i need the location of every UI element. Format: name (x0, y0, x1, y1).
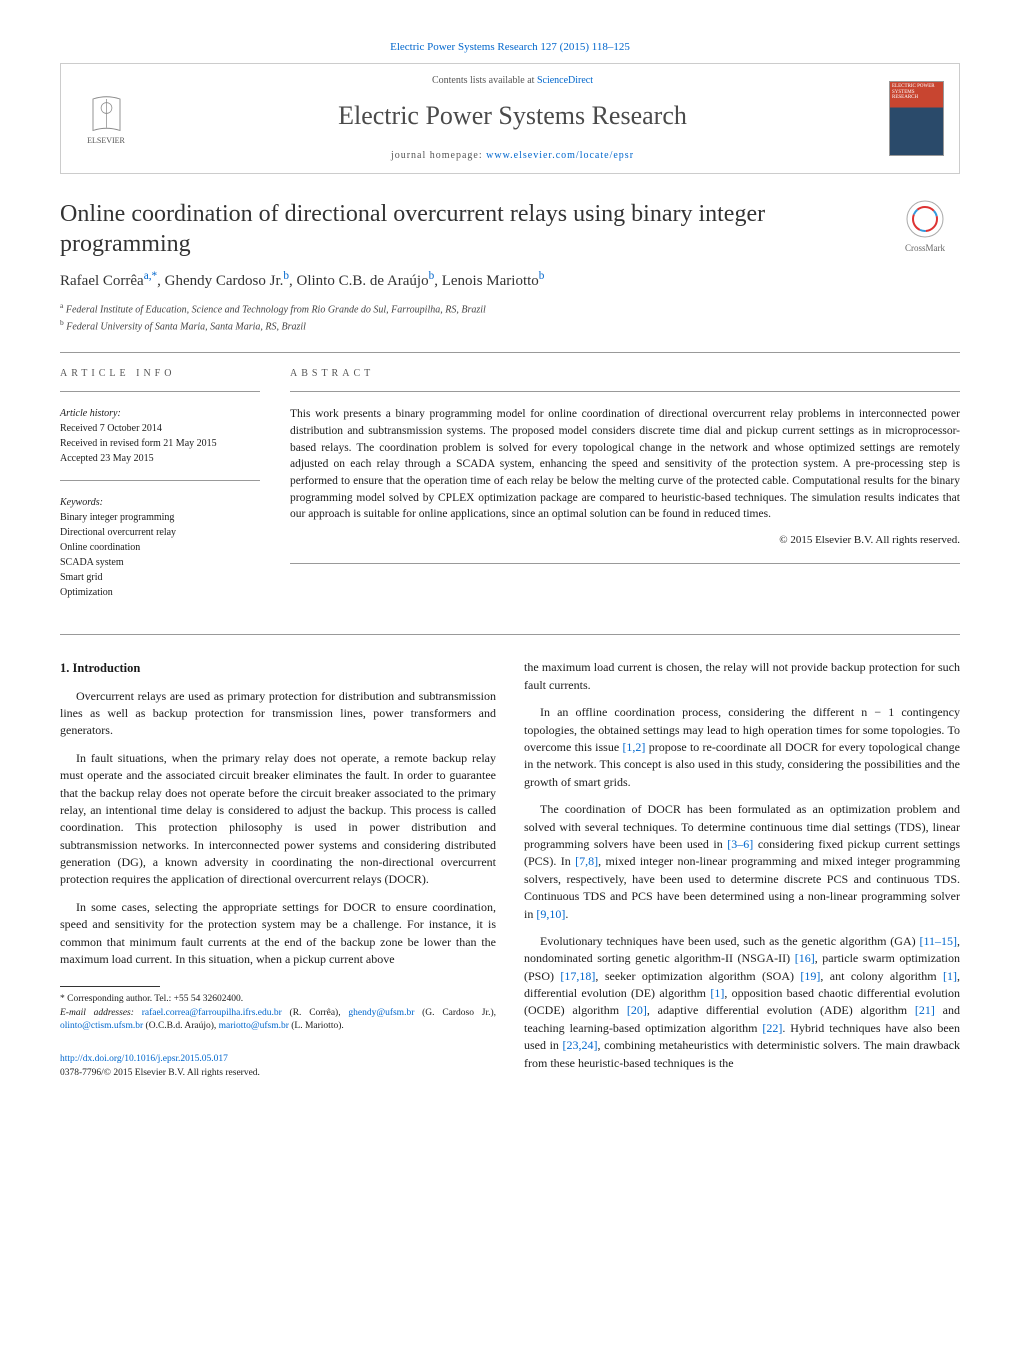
divider (60, 480, 260, 481)
author-2-aff[interactable]: b (283, 270, 289, 282)
body-paragraph: the maximum load current is chosen, the … (524, 659, 960, 694)
citation-link[interactable]: [11–15] (919, 934, 957, 948)
citation-link[interactable]: [17,18] (560, 969, 595, 983)
contents-prefix: Contents lists available at (432, 75, 537, 86)
text-run: , seeker optimization algorithm (SOA) (595, 969, 800, 983)
text-run: . (565, 907, 568, 921)
email-label: E-mail addresses: (60, 1008, 142, 1018)
author-2: Ghendy Cardoso Jr. (165, 273, 284, 289)
keywords-block: Keywords: Binary integer programming Dir… (60, 495, 260, 600)
citation-link[interactable]: [21] (915, 1003, 935, 1017)
affiliation-b: Federal University of Santa Maria, Santa… (66, 321, 306, 332)
keyword: Binary integer programming (60, 510, 260, 525)
left-column: 1. Introduction Overcurrent relays are u… (60, 659, 496, 1082)
received-date: Received 7 October 2014 (60, 421, 260, 436)
journal-homepage: journal homepage: www.elsevier.com/locat… (136, 149, 889, 163)
page-footer: http://dx.doi.org/10.1016/j.epsr.2015.05… (60, 1053, 496, 1081)
author-1: Rafael Corrêa (60, 273, 144, 289)
homepage-link[interactable]: www.elsevier.com/locate/epsr (486, 150, 634, 161)
article-history: Article history: Received 7 October 2014… (60, 406, 260, 466)
divider (290, 563, 960, 564)
body-paragraph: In an offline coordination process, cons… (524, 704, 960, 791)
article-info-heading: ARTICLE INFO (60, 367, 260, 381)
divider (60, 391, 260, 392)
keyword: SCADA system (60, 555, 260, 570)
body-two-column: 1. Introduction Overcurrent relays are u… (60, 659, 960, 1082)
history-label: Article history: (60, 406, 260, 421)
journal-header: ELSEVIER Contents lists available at Sci… (60, 63, 960, 173)
elsevier-label: ELSEVIER (87, 135, 125, 146)
author-3: Olinto C.B. de Araújo (297, 273, 429, 289)
email-who: (G. Cardoso Jr.), (414, 1008, 496, 1018)
email-link[interactable]: rafael.correa@farroupilha.ifrs.edu.br (142, 1008, 282, 1018)
email-link[interactable]: olinto@ctism.ufsm.br (60, 1021, 143, 1031)
email-addresses: E-mail addresses: rafael.correa@farroupi… (60, 1007, 496, 1034)
accepted-date: Accepted 23 May 2015 (60, 451, 260, 466)
author-3-aff[interactable]: b (429, 270, 435, 282)
footnote-divider (60, 986, 160, 987)
abstract-column: ABSTRACT This work presents a binary pro… (290, 367, 960, 614)
citation-link[interactable]: [1,2] (622, 740, 645, 754)
citation-link[interactable]: [3–6] (727, 837, 753, 851)
abstract-heading: ABSTRACT (290, 367, 960, 381)
citation-link[interactable]: [1] (710, 986, 724, 1000)
email-who: (L. Mariotto). (289, 1021, 344, 1031)
right-column: the maximum load current is chosen, the … (524, 659, 960, 1082)
body-paragraph: Overcurrent relays are used as primary p… (60, 688, 496, 740)
email-link[interactable]: ghendy@ufsm.br (348, 1008, 414, 1018)
article-title: Online coordination of directional overc… (60, 199, 890, 259)
body-paragraph: In some cases, selecting the appropriate… (60, 899, 496, 969)
crossmark-badge[interactable]: CrossMark (890, 199, 960, 255)
section-1-heading: 1. Introduction (60, 659, 496, 677)
contents-line: Contents lists available at ScienceDirec… (136, 74, 889, 88)
article-info-column: ARTICLE INFO Article history: Received 7… (60, 367, 260, 614)
affiliations: a Federal Institute of Education, Scienc… (60, 300, 960, 335)
citation-link[interactable]: [9,10] (536, 907, 565, 921)
journal-cover-thumb: ELECTRIC POWER SYSTEMS RESEARCH (889, 81, 944, 156)
journal-citation[interactable]: Electric Power Systems Research 127 (201… (60, 40, 960, 55)
divider (60, 634, 960, 635)
divider (290, 391, 960, 392)
abstract-text: This work presents a binary programming … (290, 406, 960, 523)
citation-link[interactable]: [7,8] (575, 854, 598, 868)
corresponding-author: * Corresponding author. Tel.: +55 54 326… (60, 993, 496, 1006)
email-link[interactable]: mariotto@ufsm.br (219, 1021, 289, 1031)
affiliation-a: Federal Institute of Education, Science … (66, 304, 486, 315)
citation-link[interactable]: [22] (762, 1021, 782, 1035)
keyword: Smart grid (60, 570, 260, 585)
keywords-label: Keywords: (60, 495, 260, 510)
citation-link[interactable]: [1] (943, 969, 957, 983)
header-center: Contents lists available at ScienceDirec… (136, 74, 889, 162)
homepage-prefix: journal homepage: (391, 150, 486, 161)
author-list: Rafael Corrêaa,*, Ghendy Cardoso Jr.b, O… (60, 269, 960, 292)
citation-link[interactable]: [20] (627, 1003, 647, 1017)
footnotes: * Corresponding author. Tel.: +55 54 326… (60, 993, 496, 1033)
keyword: Online coordination (60, 540, 260, 555)
author-4-aff[interactable]: b (539, 270, 545, 282)
doi-link[interactable]: http://dx.doi.org/10.1016/j.epsr.2015.05… (60, 1054, 228, 1064)
body-paragraph: Evolutionary techniques have been used, … (524, 933, 960, 1072)
citation-link[interactable]: [19] (800, 969, 820, 983)
abstract-copyright: © 2015 Elsevier B.V. All rights reserved… (290, 533, 960, 548)
citation-link[interactable]: [16] (795, 951, 815, 965)
issn-copyright: 0378-7796/© 2015 Elsevier B.V. All right… (60, 1067, 496, 1081)
text-run: , ant colony algorithm (820, 969, 943, 983)
journal-name: Electric Power Systems Research (136, 98, 889, 134)
email-who: (O.C.B.d. Araújo), (143, 1021, 218, 1031)
sciencedirect-link[interactable]: ScienceDirect (537, 75, 593, 86)
elsevier-logo: ELSEVIER (76, 84, 136, 154)
keyword: Directional overcurrent relay (60, 525, 260, 540)
body-paragraph: In fault situations, when the primary re… (60, 750, 496, 889)
body-paragraph: The coordination of DOCR has been formul… (524, 801, 960, 923)
revised-date: Received in revised form 21 May 2015 (60, 436, 260, 451)
crossmark-label: CrossMark (890, 242, 960, 255)
author-1-aff[interactable]: a,* (144, 270, 157, 282)
citation-link[interactable]: [23,24] (563, 1038, 598, 1052)
email-who: (R. Corrêa), (282, 1008, 349, 1018)
text-run: Evolutionary techniques have been used, … (540, 934, 919, 948)
text-run: , adaptive differential evolution (ADE) … (647, 1003, 915, 1017)
keyword: Optimization (60, 585, 260, 600)
author-4: Lenois Mariotto (442, 273, 539, 289)
divider (60, 352, 960, 353)
